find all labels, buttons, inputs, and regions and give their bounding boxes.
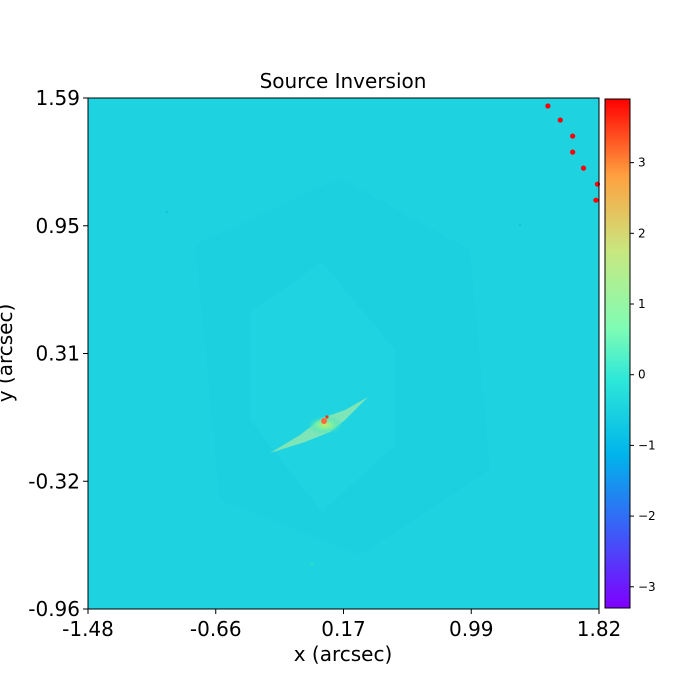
speck-2 — [519, 224, 521, 226]
y-tick-label: -0.32 — [28, 469, 80, 493]
source-peak — [321, 418, 327, 424]
plot-area: -1.48 -0.66 0.17 0.99 1.82 1.59 0.95 0.31 -0.32… — [28, 86, 621, 641]
heatmap-features — [166, 178, 521, 566]
source-peak-2 — [325, 415, 329, 419]
colorbar-tick-label: −3 — [638, 580, 656, 594]
y-tick-label: 0.31 — [35, 342, 80, 366]
x-tick-label: 1.82 — [577, 617, 622, 641]
source-core — [307, 416, 343, 434]
x-tick-label: 0.17 — [321, 617, 366, 641]
y-tick-label: 1.59 — [35, 86, 80, 110]
image-point — [570, 133, 576, 139]
speck-3 — [310, 562, 314, 566]
x-tick-label: -0.66 — [190, 617, 242, 641]
colorbar-tick-label: 0 — [638, 368, 646, 382]
y-tick-label: -0.96 — [28, 597, 80, 621]
x-axis-ticks: -1.48 -0.66 0.17 0.99 1.82 — [62, 609, 621, 641]
colorbar-tick-label: −1 — [638, 438, 656, 452]
image-point — [570, 149, 576, 155]
colorbar-gradient — [604, 98, 631, 609]
image-point — [593, 197, 599, 203]
speck-1 — [166, 211, 168, 213]
x-tick-label: -1.48 — [62, 617, 114, 641]
colorbar-tick-label: 1 — [638, 297, 646, 311]
y-tick-label: 0.95 — [35, 214, 80, 238]
caustic-inner — [250, 262, 395, 512]
image-point — [580, 165, 587, 171]
image-point — [557, 117, 563, 123]
x-tick-label: 0.99 — [449, 617, 494, 641]
y-axis-label: y (arcsec) — [0, 304, 17, 403]
image-point — [545, 103, 551, 109]
colorbar-tick-label: 3 — [638, 156, 646, 170]
colorbar-tick-label: −2 — [638, 509, 656, 523]
colorbar-tick-label: 2 — [638, 226, 646, 240]
y-axis-ticks: 1.59 0.95 0.31 -0.32 -0.96 — [28, 86, 88, 621]
image-points — [545, 103, 601, 203]
x-axis-label: x (arcsec) — [294, 642, 393, 666]
chart-title: Source Inversion — [260, 69, 427, 93]
colorbar: 3 2 1 0 −1 −2 −3 — [604, 98, 656, 609]
colorbar-ticks: 3 2 1 0 −1 −2 −3 — [630, 156, 656, 594]
